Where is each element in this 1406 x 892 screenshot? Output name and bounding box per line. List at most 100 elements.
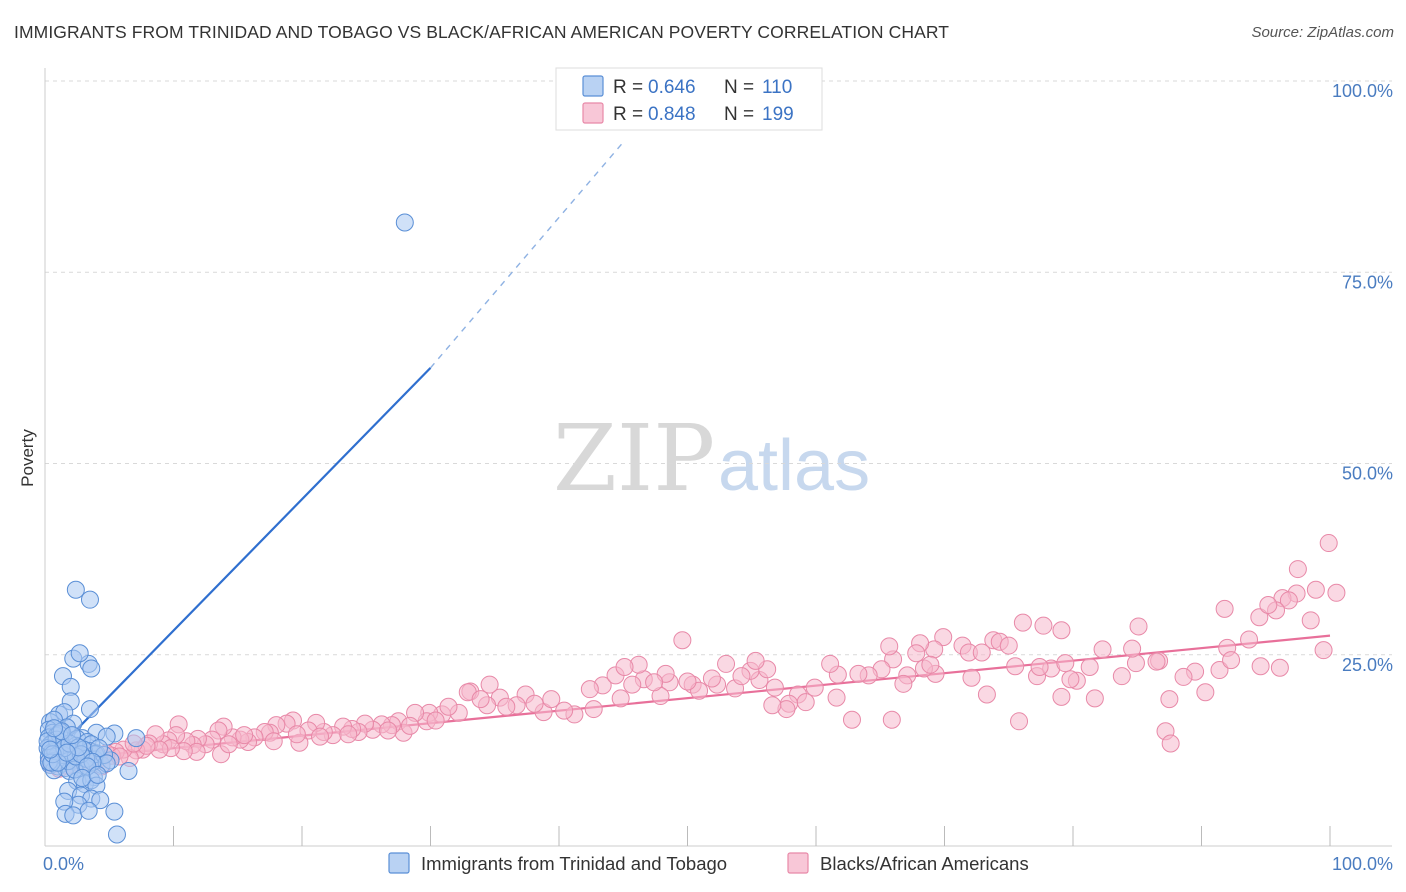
- point-blue-76: [107, 825, 126, 844]
- point-pink-27: [1129, 617, 1148, 636]
- point-pink-22: [1160, 690, 1179, 709]
- bottom-legend-swatch-blue: [388, 852, 410, 874]
- point-blue-73: [64, 806, 83, 825]
- point-pink-15: [1270, 658, 1289, 677]
- point-pink-82: [732, 667, 751, 686]
- point-pink-53: [907, 644, 926, 663]
- point-pink-185: [310, 727, 329, 746]
- x-tick-label-1: 100.0%: [1332, 854, 1393, 874]
- point-pink-37: [1056, 654, 1075, 673]
- legend-swatch-pink: [582, 102, 604, 124]
- point-blue-70: [91, 791, 110, 810]
- y-tick-labels: 25.0% 50.0% 75.0% 100.0%: [1332, 81, 1393, 675]
- point-pink-32: [1085, 689, 1104, 708]
- point-pink-186: [339, 725, 358, 744]
- bottom-legend-swatch-pink: [787, 852, 809, 874]
- legend-r-value-blue: 0.646: [648, 77, 696, 98]
- point-pink-30: [1080, 657, 1099, 676]
- y-axis-label: Poverty: [18, 429, 37, 487]
- point-pink-189: [426, 711, 445, 730]
- point-pink-95: [611, 689, 630, 708]
- point-pink-25: [1123, 639, 1142, 658]
- point-pink-5: [1306, 580, 1325, 599]
- point-pink-49: [972, 643, 991, 662]
- series-points-blue: [38, 213, 414, 844]
- bottom-legend-label-blue: Immigrants from Trinidad and Tobago: [421, 853, 727, 874]
- point-pink-182: [235, 726, 254, 745]
- point-pink-188: [400, 716, 419, 735]
- point-pink-58: [894, 674, 913, 693]
- point-pink-62: [849, 664, 868, 683]
- y-tick-label-1: 50.0%: [1342, 464, 1393, 484]
- point-pink-65: [827, 688, 846, 707]
- legend-r-label-blue: R =: [613, 77, 643, 98]
- x-tick-labels: 0.0% 100.0%: [43, 854, 1393, 874]
- point-pink-28: [1112, 667, 1131, 686]
- point-pink-16: [1251, 657, 1270, 676]
- point-pink-8: [1250, 608, 1269, 627]
- point-blue-75: [105, 802, 124, 821]
- point-pink-197: [921, 655, 940, 674]
- point-blue-0: [66, 580, 85, 599]
- point-pink-100: [555, 701, 574, 720]
- point-blue-2: [395, 213, 414, 232]
- point-pink-63: [880, 637, 899, 656]
- point-pink-11: [1259, 596, 1278, 615]
- point-pink-54: [977, 685, 996, 704]
- point-pink-41: [1052, 621, 1071, 640]
- trend-line-blue: [48, 141, 624, 759]
- point-pink-1: [1288, 560, 1307, 579]
- point-pink-83: [746, 651, 765, 670]
- point-pink-46: [999, 636, 1018, 655]
- point-pink-67: [821, 654, 840, 673]
- watermark-atlas: atlas: [718, 426, 870, 506]
- point-pink-50: [934, 628, 953, 647]
- point-pink-38: [1030, 657, 1049, 676]
- point-pink-200: [1161, 734, 1180, 753]
- legend-n-value-blue: 110: [762, 77, 792, 98]
- legend-n-value-pink: 199: [762, 104, 794, 125]
- point-pink-79: [717, 654, 736, 673]
- point-pink-194: [584, 700, 603, 719]
- legend-n-label-pink: N =: [724, 104, 754, 125]
- point-pink-64: [842, 710, 861, 729]
- point-pink-86: [678, 672, 697, 691]
- point-blue-108: [62, 726, 81, 745]
- x-tick-label-0: 0.0%: [43, 854, 84, 874]
- point-pink-42: [1034, 616, 1053, 635]
- bottom-legend-label-pink: Blacks/African Americans: [820, 853, 1029, 874]
- point-pink-193: [525, 694, 544, 713]
- point-pink-40: [1010, 712, 1029, 731]
- point-blue-5: [82, 659, 101, 678]
- point-blue-74: [79, 801, 98, 820]
- point-pink-192: [497, 697, 516, 716]
- point-pink-26: [1147, 652, 1166, 671]
- grid: [45, 80, 1392, 656]
- legend-n-label-blue: N =: [724, 77, 754, 98]
- point-pink-3: [1327, 583, 1346, 602]
- point-pink-12: [1240, 630, 1259, 649]
- point-pink-98: [580, 680, 599, 699]
- point-pink-33: [1052, 687, 1071, 706]
- point-pink-6: [1279, 591, 1298, 610]
- point-pink-43: [1013, 613, 1032, 632]
- chart-title: IMMIGRANTS FROM TRINIDAD AND TOBAGO VS B…: [14, 22, 950, 42]
- legend-r-value-pink: 0.848: [648, 104, 696, 125]
- point-pink-73: [763, 696, 782, 715]
- y-tick-label-3: 100.0%: [1332, 81, 1393, 101]
- point-pink-106: [480, 675, 499, 694]
- point-blue-60: [119, 762, 138, 781]
- point-pink-190: [439, 697, 458, 716]
- legend: R = 0.646 N = 110 R = 0.848 N = 199: [555, 67, 823, 131]
- point-pink-184: [287, 725, 306, 744]
- trend-line-blue-dashed: [429, 141, 624, 369]
- point-pink-0: [1319, 534, 1338, 553]
- point-blue-10: [80, 700, 99, 719]
- point-pink-70: [796, 693, 815, 712]
- axes: [44, 68, 1392, 847]
- point-blue-105: [73, 768, 92, 787]
- point-pink-20: [1174, 667, 1193, 686]
- point-pink-14: [1314, 641, 1333, 660]
- point-pink-81: [702, 669, 721, 688]
- point-pink-187: [379, 721, 398, 740]
